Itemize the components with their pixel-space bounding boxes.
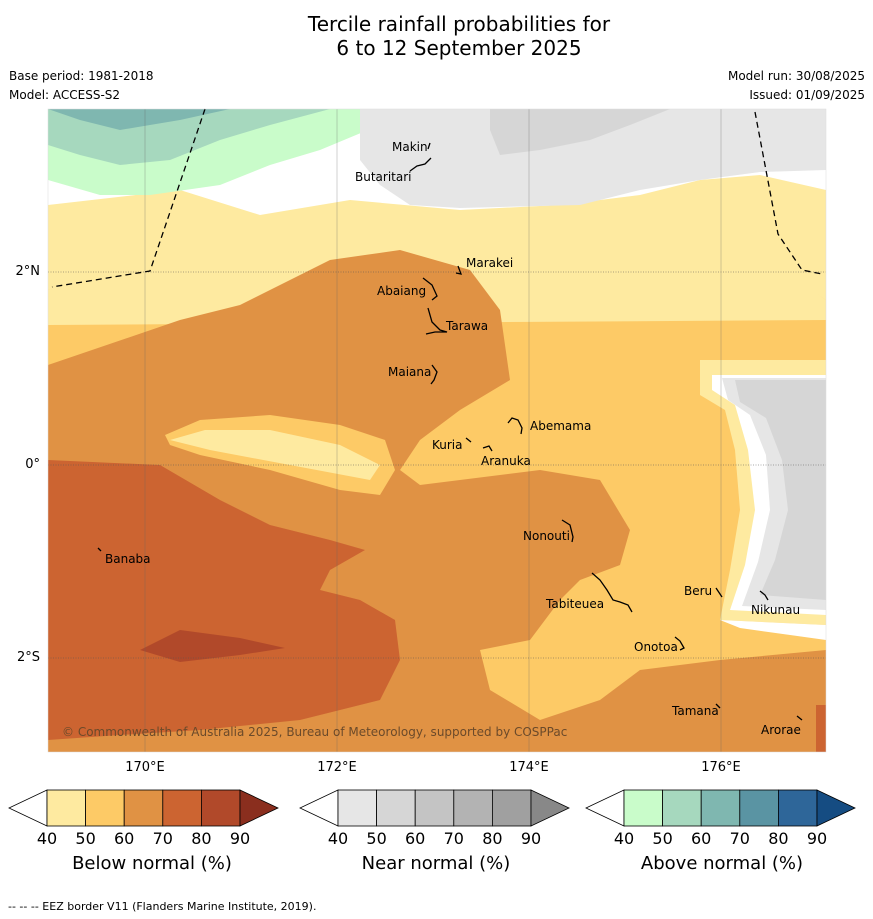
probability-shading	[48, 109, 826, 752]
place-label: Makin	[392, 140, 428, 154]
graticule	[48, 271, 826, 659]
colorbar-tick-label: 40	[327, 829, 349, 848]
model-name: Model: ACCESS-S2	[9, 88, 121, 102]
lon-label-176: 176°E	[701, 760, 741, 775]
place-label: Marakei	[466, 256, 514, 270]
place-label: Tarawa	[446, 319, 489, 333]
model-run: Model run: 30/08/2025	[727, 69, 865, 83]
place-label: Tabiteuea	[546, 597, 605, 611]
colorbar-tick-label: 70	[443, 829, 464, 848]
title-line-2: 6 to 12 September 2025	[336, 36, 582, 60]
base-period: Base period: 1981-2018	[9, 69, 154, 83]
place-label: Arorae	[761, 723, 801, 737]
place-label: Nonouti	[523, 529, 570, 543]
colorbar-tick-label: 40	[613, 829, 635, 848]
place-label: Abaiang	[377, 284, 427, 298]
colorbar-tick-label: 70	[729, 829, 750, 848]
colorbar-tick-label: 80	[768, 829, 789, 848]
near-normal-label: Near normal (%)	[361, 853, 511, 874]
place-label: Onotoa	[634, 640, 678, 654]
colorbar-tick-label: 90	[806, 829, 828, 848]
lat-label-2n: 2°N	[15, 264, 41, 279]
footer-note: -- -- -- EEZ border V11 (Flanders Marine…	[8, 900, 317, 913]
lon-label-170: 170°E	[125, 760, 165, 775]
colorbar-tick-label: 90	[229, 829, 251, 848]
colorbar-tick-label: 50	[366, 829, 387, 848]
place-label: Nikunau	[751, 603, 801, 617]
place-label: Abemama	[530, 419, 592, 433]
colorbar-tick-label: 50	[75, 829, 96, 848]
place-label: Maiana	[388, 365, 432, 379]
copyright: © Commonwealth of Australia 2025, Bureau…	[62, 725, 568, 739]
issued-date: Issued: 01/09/2025	[749, 88, 865, 102]
island-outlines	[97, 142, 803, 721]
place-label: Kuria	[432, 438, 463, 452]
eez-border	[51, 108, 823, 288]
place-label: Beru	[684, 584, 713, 598]
colorbar-tick-label: 60	[114, 829, 135, 848]
colorbar-tick-label: 60	[405, 829, 426, 848]
above-normal-label: Above normal (%)	[640, 853, 804, 874]
colorbar-tick-label: 50	[652, 829, 673, 848]
colorbar-tick-label: 40	[36, 829, 58, 848]
colorbar-tick-label: 60	[691, 829, 712, 848]
colorbar-tick-label: 90	[520, 829, 542, 848]
colorbar-tick-label: 70	[152, 829, 173, 848]
lat-label-2s: 2°S	[16, 650, 40, 665]
lon-label-174: 174°E	[509, 760, 549, 775]
title-line-1: Tercile rainfall probabilities for	[307, 12, 611, 36]
place-label: Tamana	[672, 704, 719, 718]
lat-label-0: 0°	[25, 457, 40, 472]
place-label: Aranuka	[481, 454, 531, 468]
map-title: Tercile rainfall probabilities for 6 to …	[0, 12, 873, 60]
below-normal-label: Below normal (%)	[72, 853, 232, 874]
place-label: Banaba	[105, 552, 151, 566]
lon-label-172: 172°E	[317, 760, 357, 775]
colorbar-tick-label: 80	[482, 829, 503, 848]
place-label: Butaritari	[355, 170, 412, 184]
colorbar-tick-label: 80	[191, 829, 212, 848]
